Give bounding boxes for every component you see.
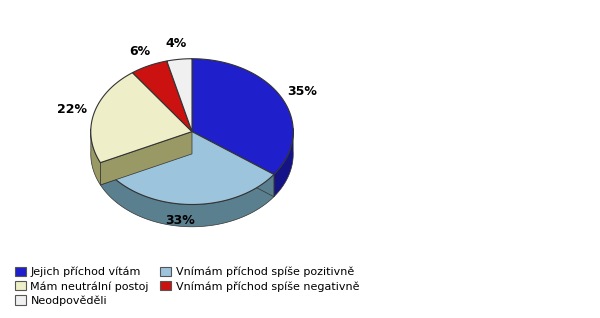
PathPatch shape	[192, 59, 293, 175]
Legend: Jejich příchod vítám, Mám neutrální postoj, Neodpověděli, Vnímám příchod spíše p: Jejich příchod vítám, Mám neutrální post…	[11, 263, 362, 309]
Text: 22%: 22%	[58, 103, 88, 116]
PathPatch shape	[167, 59, 192, 132]
PathPatch shape	[91, 73, 192, 162]
Text: 4%: 4%	[166, 37, 187, 50]
Polygon shape	[192, 132, 274, 197]
Polygon shape	[91, 129, 100, 185]
Polygon shape	[274, 128, 293, 197]
Polygon shape	[100, 132, 192, 185]
Polygon shape	[100, 132, 192, 185]
Text: 33%: 33%	[166, 214, 195, 227]
PathPatch shape	[133, 61, 192, 132]
Text: 6%: 6%	[129, 45, 150, 58]
Text: 35%: 35%	[287, 85, 317, 98]
Polygon shape	[100, 162, 274, 227]
Polygon shape	[192, 132, 274, 197]
PathPatch shape	[100, 132, 274, 204]
